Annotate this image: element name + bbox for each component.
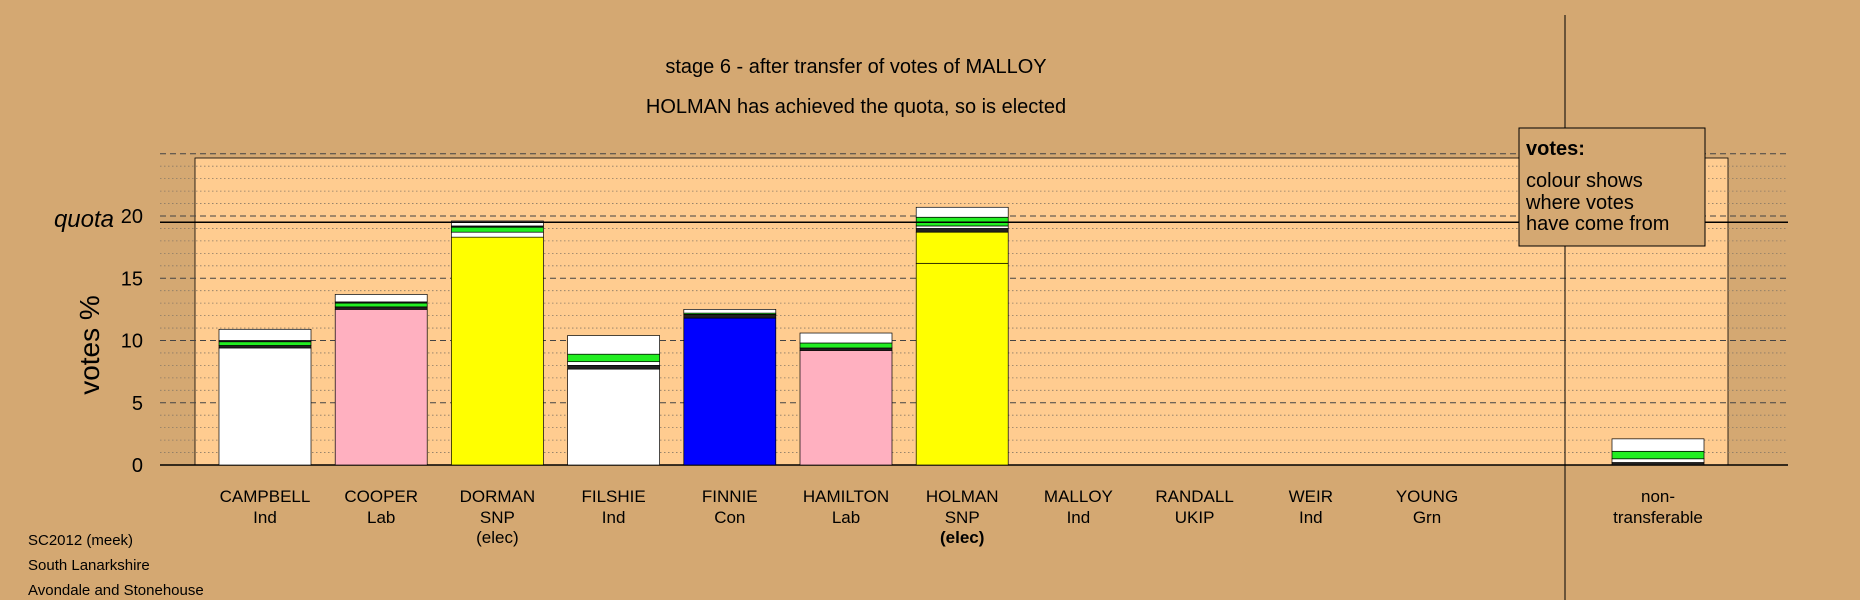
bar-holman-segment	[915, 206, 1009, 218]
y-axis-label: votes %	[74, 295, 105, 395]
candidate-party-label: SNP	[480, 508, 515, 527]
footer-ward: Avondale and Stonehouse	[28, 582, 204, 599]
bar-cooper-segment	[334, 302, 428, 308]
legend-line: have come from	[1526, 213, 1669, 235]
bar-holman-segment	[915, 225, 1009, 229]
candidate-name-label: FILSHIE	[581, 487, 645, 506]
candidate-party-label: UKIP	[1175, 508, 1215, 527]
y-tick-label: 10	[121, 331, 143, 353]
y-tick-label: 5	[132, 393, 143, 415]
category-labels: CAMPBELLIndCOOPERLabDORMANSNP(elec)FILSH…	[220, 487, 1703, 547]
candidate-status-label: (elec)	[940, 528, 984, 547]
bar-finnie-segment	[683, 309, 777, 314]
chart-title: stage 6 - after transfer of votes of MAL…	[665, 56, 1046, 78]
candidate-name-label: HOLMAN	[926, 487, 999, 506]
y-axis-ticks: 0 5 10 15 20	[121, 206, 143, 477]
legend-box	[1518, 127, 1706, 247]
candidate-name-label: HAMILTON	[803, 487, 889, 506]
bar-stacks	[218, 206, 1705, 466]
candidate-name-label: MALLOY	[1044, 487, 1113, 506]
candidate-name-label: FINNIE	[702, 487, 758, 506]
bar-holman-segment	[915, 228, 1009, 233]
bar-hamilton-segment	[799, 350, 893, 466]
bar-holman-segment	[915, 262, 1009, 466]
bar-cooper-segment	[334, 306, 428, 310]
quota-label: quota	[54, 206, 114, 233]
footer-election: SC2012 (meek)	[28, 532, 133, 549]
bar-campbell-segment	[218, 328, 312, 341]
bar-filshie-segment	[567, 361, 660, 366]
candidate-party-label: Ind	[1299, 508, 1323, 527]
bar-filshie-segment	[567, 335, 660, 355]
bar-dorman-segment	[451, 236, 544, 466]
candidate-status-label: (elec)	[476, 528, 519, 547]
candidate-party-label: Ind	[1067, 508, 1091, 527]
legend: votes: colour shows where votes have com…	[1518, 127, 1706, 247]
legend-line: where votes	[1525, 192, 1634, 214]
bar-campbell-segment	[218, 345, 312, 349]
bar-filshie-segment	[567, 365, 660, 370]
candidate-name-label: WEIR	[1289, 487, 1333, 506]
bar-finnie-segment	[683, 317, 777, 466]
chart-subtitle: HOLMAN has achieved the quota, so is ele…	[646, 96, 1066, 118]
bar-campbell-segment	[218, 341, 312, 346]
bar-dorman-segment	[451, 226, 544, 233]
bar-filshie-segment	[567, 368, 660, 466]
bar-filshie-segment	[567, 353, 660, 363]
bar-dorman-segment	[451, 231, 544, 238]
candidate-name-label: DORMAN	[460, 487, 536, 506]
y-tick-label: 20	[121, 206, 143, 228]
candidate-name-label: YOUNG	[1396, 487, 1458, 506]
legend-title: votes:	[1526, 138, 1585, 160]
candidate-name-label: COOPER	[344, 487, 418, 506]
bar-cooper-segment	[334, 309, 428, 466]
candidate-name-label: CAMPBELL	[220, 487, 311, 506]
candidate-name-label: RANDALL	[1155, 487, 1233, 506]
nontransferable-label: non-	[1641, 487, 1675, 506]
bar-holman-segment	[915, 231, 1009, 264]
bar-campbell-segment	[218, 347, 312, 466]
footer-council: South Lanarkshire	[28, 557, 150, 574]
bar-nontransferable-segment	[1611, 462, 1705, 466]
bar-nontransferable-segment	[1611, 458, 1705, 463]
y-tick-label: 15	[121, 268, 143, 290]
candidate-party-label: Con	[714, 508, 745, 527]
candidate-party-label: Ind	[253, 508, 277, 527]
bar-nontransferable-segment	[1611, 438, 1705, 452]
bar-dorman-segment	[451, 220, 544, 227]
nontransferable-label: transferable	[1613, 508, 1703, 527]
candidate-party-label: Lab	[367, 508, 395, 527]
candidate-party-label: Ind	[602, 508, 626, 527]
candidate-party-label: SNP	[945, 508, 980, 527]
bar-hamilton-segment	[799, 347, 893, 351]
bar-cooper-segment	[334, 294, 428, 303]
y-tick-label: 0	[132, 455, 143, 477]
candidate-party-label: Grn	[1413, 508, 1441, 527]
bar-finnie-segment	[683, 314, 777, 319]
bar-hamilton-segment	[799, 342, 893, 349]
legend-line: colour shows	[1526, 170, 1643, 192]
bar-nontransferable-segment	[1611, 450, 1705, 460]
candidate-party-label: Lab	[832, 508, 860, 527]
bar-hamilton-segment	[799, 332, 893, 344]
